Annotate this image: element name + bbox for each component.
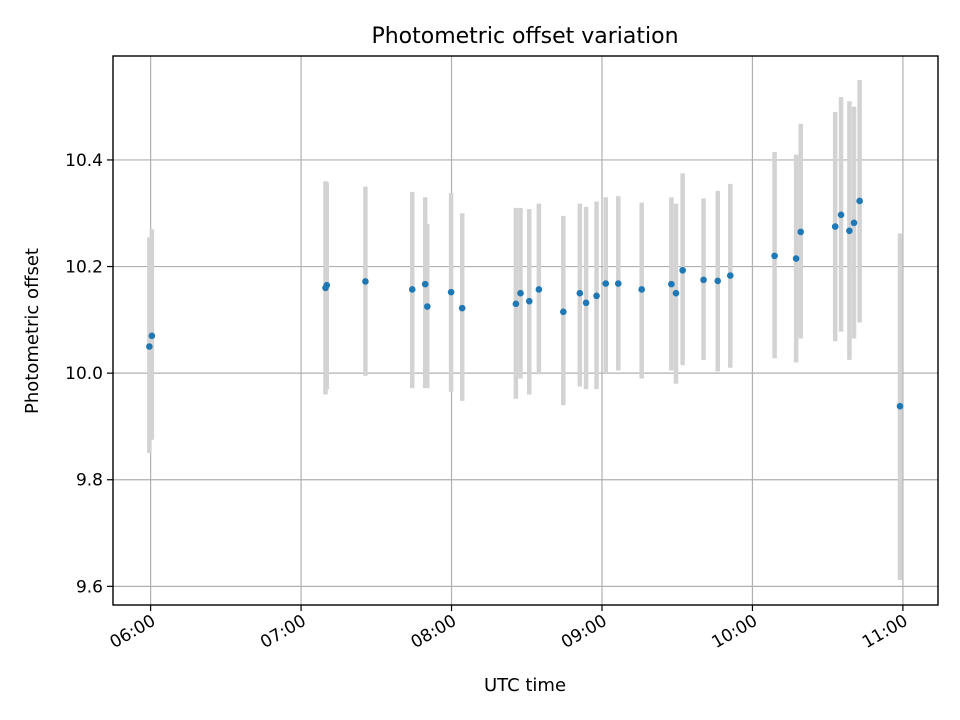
data-point: [517, 289, 524, 297]
grid: [113, 56, 938, 605]
plot-frame: [112, 55, 939, 606]
y-tick-label: 10.0: [65, 364, 103, 384]
x-tick-label: 11:00: [859, 611, 911, 653]
x-tick-label: 09:00: [558, 611, 610, 653]
x-tick-label: 08:00: [408, 611, 460, 653]
data-point: [535, 286, 543, 293]
y-axis-label: Photometric offset: [22, 248, 43, 414]
data-point: [837, 211, 845, 219]
data-point: [582, 299, 590, 307]
data-point: [423, 303, 431, 310]
y-tick-label: 9.6: [76, 577, 103, 597]
data-points: [146, 197, 904, 410]
y-tick-label: 9.8: [76, 471, 103, 491]
data-point: [896, 402, 904, 410]
data-point: [525, 297, 533, 305]
x-axis-label: UTC time: [484, 675, 566, 696]
data-point: [831, 223, 839, 230]
x-tick-label: 06:00: [107, 611, 159, 653]
data-point: [714, 277, 722, 285]
x-axis-ticks: 06:00 07:00 08:00 09:00 10:00 11:00: [107, 605, 911, 653]
data-point: [846, 227, 853, 235]
y-axis-ticks: 9.6 9.8 10.0 10.2 10.4: [65, 151, 113, 597]
data-point: [856, 197, 863, 205]
x-tick-label: 07:00: [257, 611, 309, 653]
data-point: [593, 292, 600, 300]
data-point: [792, 255, 800, 262]
data-point: [700, 276, 707, 284]
data-point: [771, 252, 778, 260]
data-point: [576, 289, 584, 297]
data-point: [408, 286, 416, 293]
data-point: [668, 280, 675, 288]
x-tick-label: 10:00: [709, 611, 761, 653]
data-point: [323, 281, 331, 289]
data-point: [672, 289, 680, 297]
data-point: [638, 286, 645, 293]
data-point: [146, 343, 153, 350]
data-point: [362, 278, 369, 285]
data-point: [447, 288, 455, 296]
y-tick-label: 10.4: [65, 151, 103, 171]
data-point: [797, 228, 805, 236]
data-point: [679, 266, 686, 274]
data-point: [726, 272, 734, 279]
data-point: [614, 280, 622, 287]
chart-title: Photometric offset variation: [371, 24, 678, 49]
data-point: [602, 280, 610, 287]
data-point: [560, 308, 567, 316]
error-bars: [147, 79, 903, 580]
data-point: [458, 304, 466, 312]
data-point: [850, 219, 858, 227]
data-point: [421, 280, 429, 288]
data-point: [512, 300, 520, 308]
y-tick-label: 10.2: [65, 258, 103, 278]
data-point: [148, 332, 156, 340]
